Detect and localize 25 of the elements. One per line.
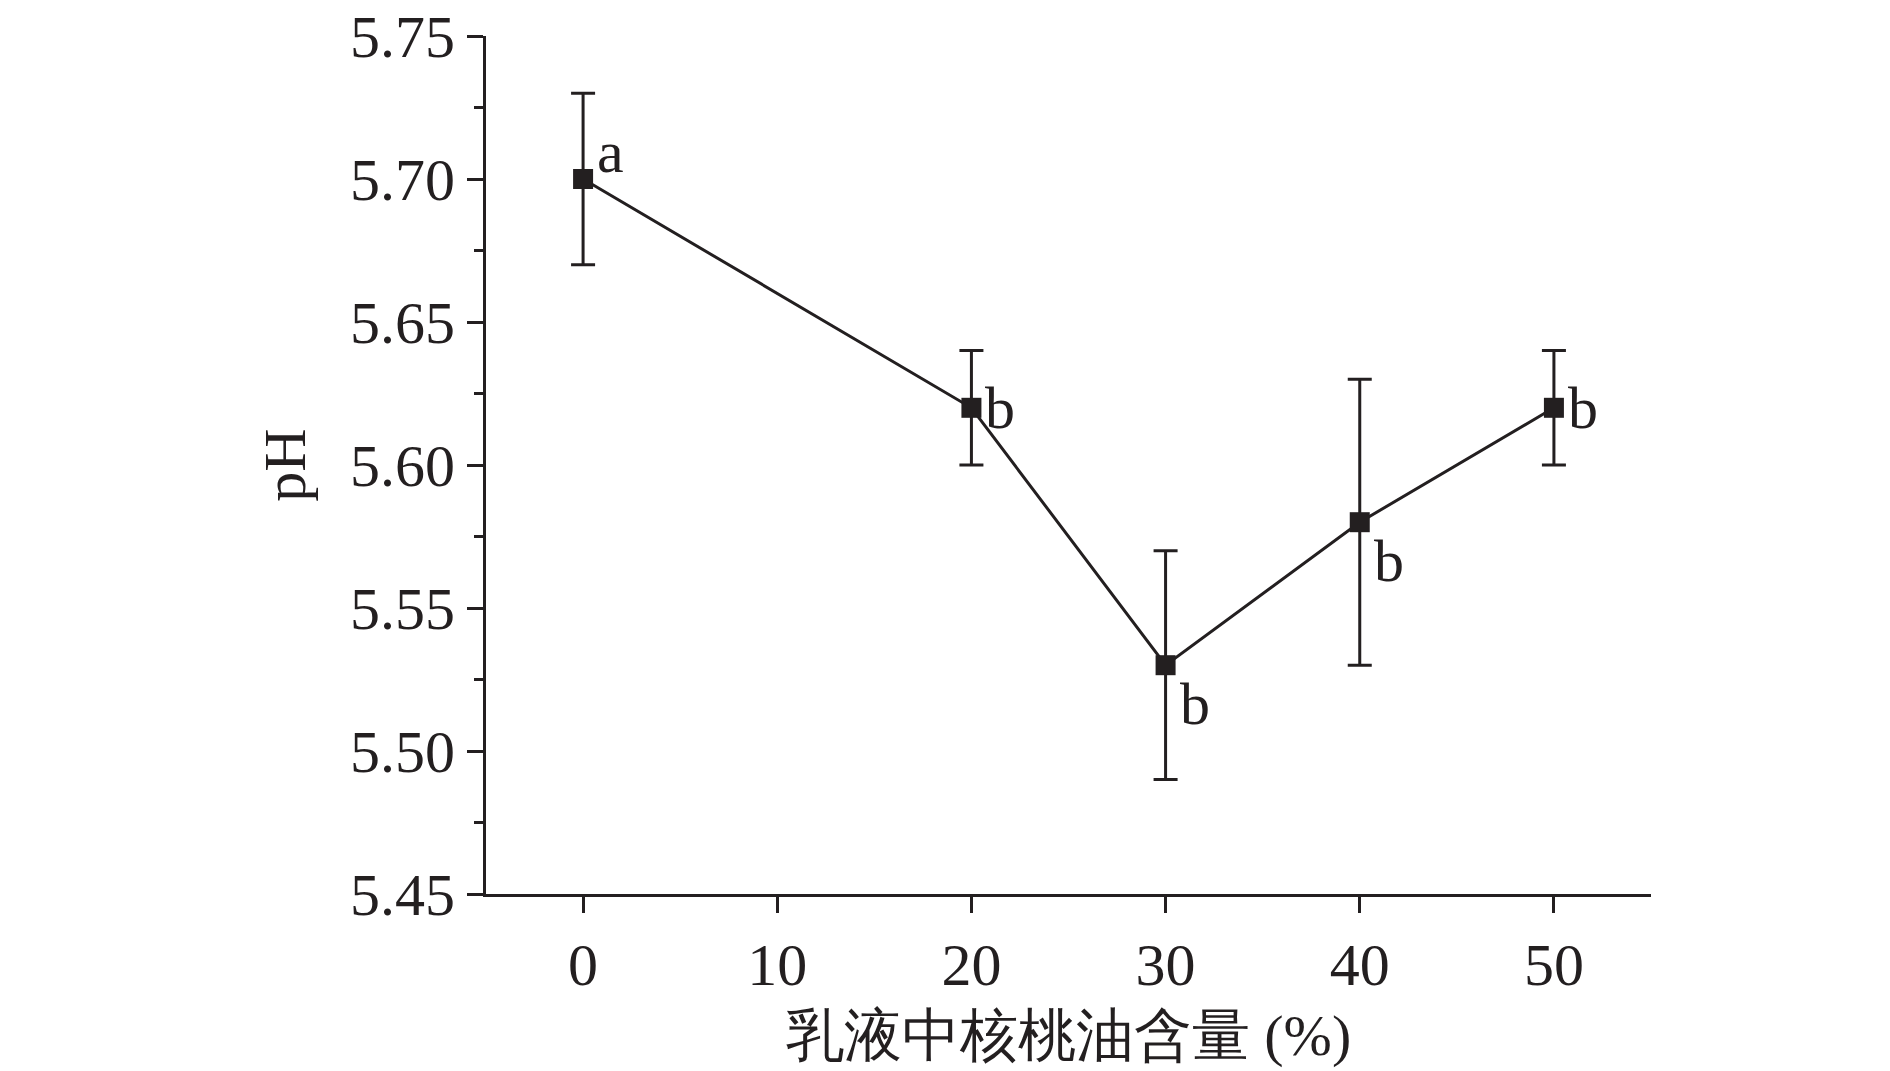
x-tick-label: 40 (1329, 932, 1390, 998)
point (1349, 512, 1370, 533)
y-tick-label: 5.75 (350, 4, 455, 70)
x-tick-label: 30 (1135, 932, 1196, 998)
y-tick-label: 5.65 (350, 290, 455, 356)
annotation: b (985, 375, 1015, 441)
x-tick-label: 20 (941, 932, 1002, 998)
annotation: a (597, 119, 624, 185)
annotation: b (1180, 671, 1210, 737)
point (1543, 397, 1564, 418)
point (961, 397, 982, 418)
y-tick-label: 5.45 (350, 862, 455, 928)
y-tick-label: 5.55 (350, 576, 455, 642)
y-axis-title: pH (251, 428, 318, 502)
x-tick-label: 50 (1523, 932, 1584, 998)
y-tick-label: 5.60 (350, 433, 455, 499)
x-axis-title: 乳液中核桃油含量 (%) (785, 1003, 1352, 1069)
x-tick-label: 10 (747, 932, 808, 998)
annotation: b (1374, 528, 1404, 594)
point (1155, 655, 1176, 676)
x-tick-label: 0 (568, 932, 599, 998)
annotation: b (1568, 375, 1598, 441)
point (573, 169, 594, 189)
y-tick-label: 5.50 (350, 719, 455, 785)
y-tick-label: 5.70 (350, 147, 455, 213)
